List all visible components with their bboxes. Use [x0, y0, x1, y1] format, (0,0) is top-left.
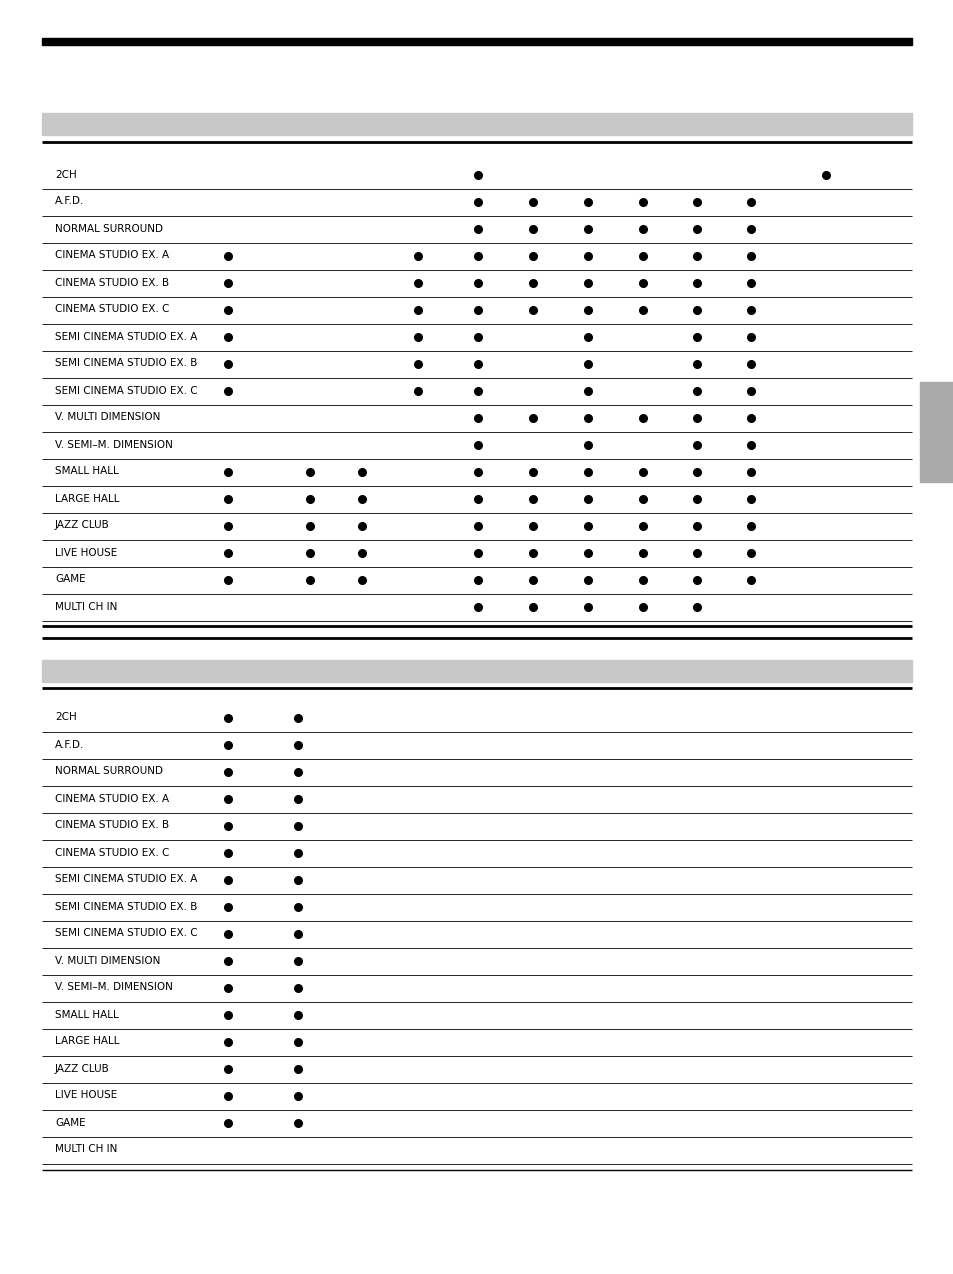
Text: MULTI CH IN: MULTI CH IN	[55, 1144, 117, 1154]
Text: SEMI CINEMA STUDIO EX. C: SEMI CINEMA STUDIO EX. C	[55, 386, 197, 395]
Text: LIVE HOUSE: LIVE HOUSE	[55, 1091, 117, 1101]
Text: V. SEMI–M. DIMENSION: V. SEMI–M. DIMENSION	[55, 440, 172, 450]
Text: V. MULTI DIMENSION: V. MULTI DIMENSION	[55, 413, 160, 423]
Text: SEMI CINEMA STUDIO EX. B: SEMI CINEMA STUDIO EX. B	[55, 358, 197, 368]
Text: GAME: GAME	[55, 1117, 86, 1127]
Text: LARGE HALL: LARGE HALL	[55, 493, 119, 503]
Bar	[42, 660, 911, 682]
Text: CINEMA STUDIO EX. C: CINEMA STUDIO EX. C	[55, 847, 170, 857]
Text: SMALL HALL: SMALL HALL	[55, 466, 118, 476]
Text: A.F.D.: A.F.D.	[55, 739, 84, 749]
Text: CINEMA STUDIO EX. A: CINEMA STUDIO EX. A	[55, 251, 169, 260]
Text: LARGE HALL: LARGE HALL	[55, 1037, 119, 1046]
Text: A.F.D.: A.F.D.	[55, 196, 84, 206]
Text: LIVE HOUSE: LIVE HOUSE	[55, 548, 117, 558]
Text: JAZZ CLUB: JAZZ CLUB	[55, 521, 110, 530]
Text: V. MULTI DIMENSION: V. MULTI DIMENSION	[55, 956, 160, 966]
Text: 2CH: 2CH	[55, 169, 76, 180]
Text: 2CH: 2CH	[55, 712, 76, 722]
Text: SEMI CINEMA STUDIO EX. A: SEMI CINEMA STUDIO EX. A	[55, 331, 197, 341]
Text: CINEMA STUDIO EX. C: CINEMA STUDIO EX. C	[55, 304, 170, 315]
Text: SMALL HALL: SMALL HALL	[55, 1009, 118, 1019]
Bar	[42, 38, 911, 45]
Text: CINEMA STUDIO EX. B: CINEMA STUDIO EX. B	[55, 278, 169, 288]
Bar	[42, 113, 911, 135]
Text: JAZZ CLUB: JAZZ CLUB	[55, 1064, 110, 1074]
Text: GAME: GAME	[55, 575, 86, 585]
Text: SEMI CINEMA STUDIO EX. A: SEMI CINEMA STUDIO EX. A	[55, 874, 197, 884]
Text: NORMAL SURROUND: NORMAL SURROUND	[55, 223, 163, 233]
Text: NORMAL SURROUND: NORMAL SURROUND	[55, 767, 163, 776]
Text: SEMI CINEMA STUDIO EX. C: SEMI CINEMA STUDIO EX. C	[55, 929, 197, 939]
Text: SEMI CINEMA STUDIO EX. B: SEMI CINEMA STUDIO EX. B	[55, 902, 197, 911]
Text: V. SEMI–M. DIMENSION: V. SEMI–M. DIMENSION	[55, 982, 172, 992]
Text: CINEMA STUDIO EX. B: CINEMA STUDIO EX. B	[55, 820, 169, 831]
Text: CINEMA STUDIO EX. A: CINEMA STUDIO EX. A	[55, 794, 169, 804]
Text: MULTI CH IN: MULTI CH IN	[55, 601, 117, 612]
Bar	[919, 382, 953, 482]
